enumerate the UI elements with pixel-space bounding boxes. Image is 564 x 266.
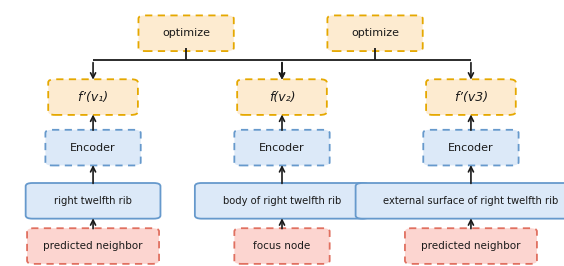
Text: external surface of right twelfth rib: external surface of right twelfth rib xyxy=(384,196,558,206)
Text: body of right twelfth rib: body of right twelfth rib xyxy=(223,196,341,206)
Text: f(v₂): f(v₂) xyxy=(269,91,295,103)
Text: optimize: optimize xyxy=(162,28,210,38)
Text: predicted neighbor: predicted neighbor xyxy=(43,241,143,251)
FancyBboxPatch shape xyxy=(46,130,140,165)
FancyBboxPatch shape xyxy=(426,79,515,115)
Text: Encoder: Encoder xyxy=(70,143,116,153)
Text: f’(v₁): f’(v₁) xyxy=(77,91,109,103)
FancyBboxPatch shape xyxy=(423,130,518,165)
Text: f’(v3): f’(v3) xyxy=(454,91,488,103)
FancyBboxPatch shape xyxy=(49,79,138,115)
FancyBboxPatch shape xyxy=(405,228,537,264)
FancyBboxPatch shape xyxy=(26,183,160,219)
FancyBboxPatch shape xyxy=(235,130,329,165)
FancyBboxPatch shape xyxy=(327,15,423,51)
FancyBboxPatch shape xyxy=(355,183,564,219)
Text: focus node: focus node xyxy=(253,241,311,251)
Text: predicted neighbor: predicted neighbor xyxy=(421,241,521,251)
FancyBboxPatch shape xyxy=(195,183,369,219)
Text: Encoder: Encoder xyxy=(448,143,494,153)
FancyBboxPatch shape xyxy=(237,79,327,115)
FancyBboxPatch shape xyxy=(27,228,159,264)
Text: right twelfth rib: right twelfth rib xyxy=(54,196,132,206)
FancyBboxPatch shape xyxy=(138,15,233,51)
Text: Encoder: Encoder xyxy=(259,143,305,153)
FancyBboxPatch shape xyxy=(235,228,329,264)
Text: optimize: optimize xyxy=(351,28,399,38)
